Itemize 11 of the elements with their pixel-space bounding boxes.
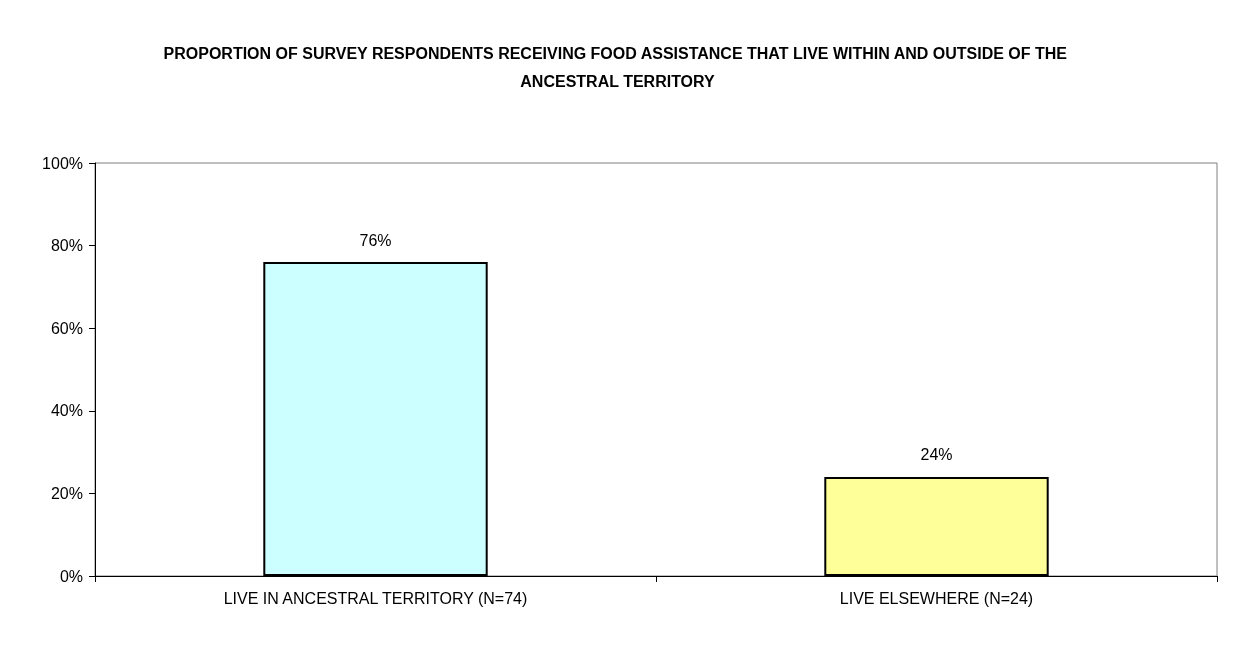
y-tick-label: 20% <box>50 484 83 502</box>
chart-title: PROPORTION OF SURVEY RESPONDENTS RECEIVING FOOD ASSISTANCE THAT LIVE WITHIN AND OUTSIDE OF THE ANCESTRAL TERRITORY <box>163 44 1072 90</box>
y-tick-label: 100% <box>42 154 83 172</box>
x-tick-label: LIVE IN ANCESTRAL TERRITORY (N=74) <box>223 589 528 607</box>
y-tick-label: 0% <box>59 567 83 585</box>
y-tick-label: 80% <box>50 237 83 255</box>
y-tick-label: 60% <box>50 319 83 337</box>
data-label: 76% <box>359 231 392 249</box>
data-label: 24% <box>920 446 953 464</box>
y-tick-label: 40% <box>50 402 83 420</box>
x-tick-label: LIVE ELSEWHERE (N=24) <box>839 589 1034 607</box>
